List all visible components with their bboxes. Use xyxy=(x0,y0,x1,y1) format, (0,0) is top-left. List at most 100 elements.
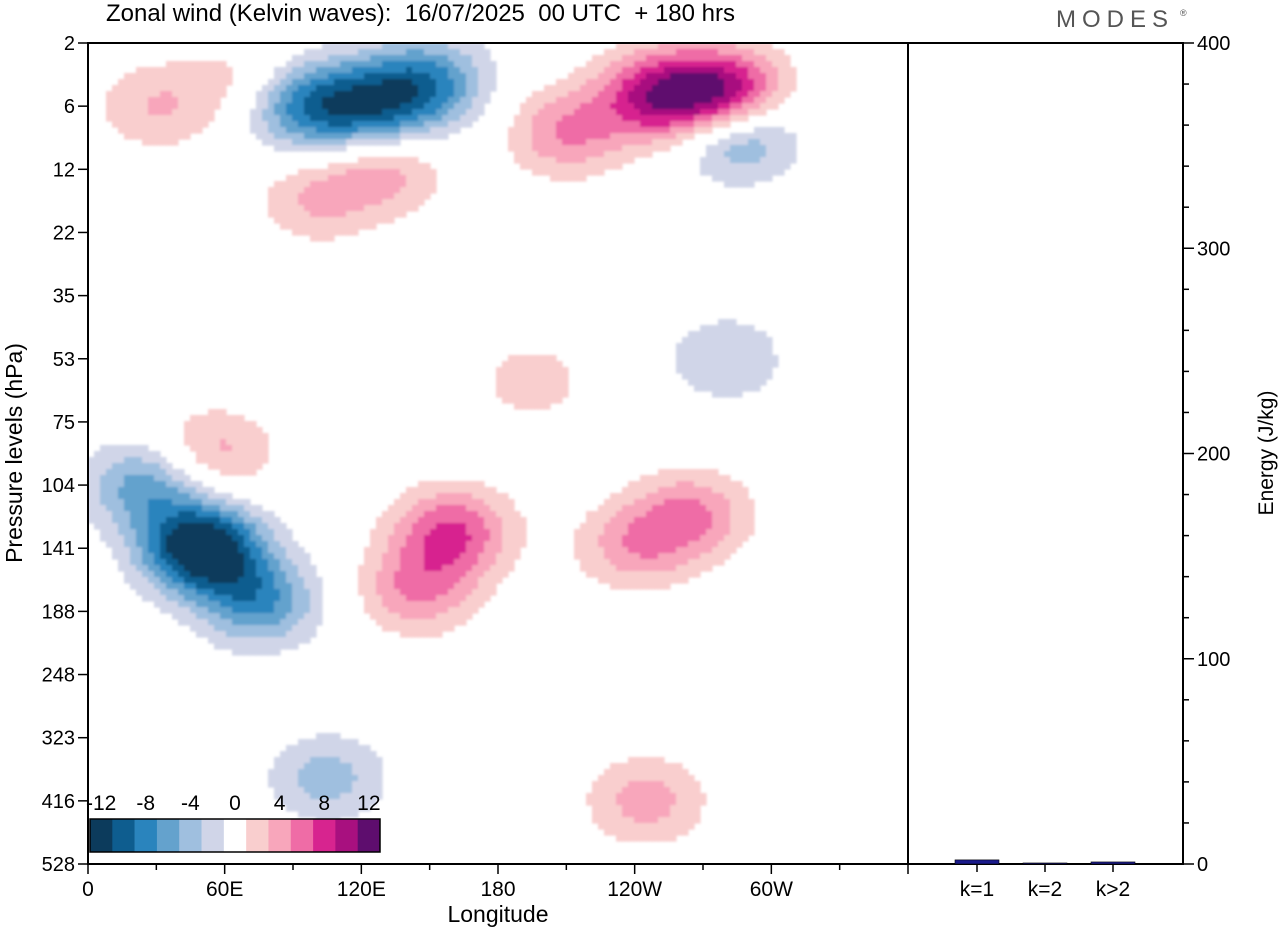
heatmap-cell xyxy=(268,643,275,650)
heatmap-cell xyxy=(178,511,185,518)
heatmap-cell xyxy=(724,331,731,338)
heatmap-cell xyxy=(130,583,137,590)
heatmap-cell xyxy=(112,469,119,476)
heatmap-cell xyxy=(718,55,725,62)
heatmap-cell xyxy=(538,139,545,146)
heatmap-cell xyxy=(268,133,275,140)
heatmap-cell xyxy=(112,121,119,128)
heatmap-cell xyxy=(712,505,719,512)
heatmap-cell xyxy=(286,787,293,794)
heatmap-cell xyxy=(214,73,221,80)
heatmap-cell xyxy=(682,343,689,350)
heatmap-cell xyxy=(250,109,257,116)
heatmap-cell xyxy=(148,541,155,548)
heatmap-cell xyxy=(766,73,773,80)
heatmap-cell xyxy=(466,115,473,122)
heatmap-cell xyxy=(304,607,311,614)
heatmap-cell xyxy=(142,445,149,452)
heatmap-cell xyxy=(280,565,287,572)
heatmap-cell xyxy=(322,145,329,152)
heatmap-cell xyxy=(628,775,635,782)
heatmap-cell xyxy=(136,469,143,476)
heatmap-cell xyxy=(712,529,719,536)
heatmap-cell xyxy=(628,511,635,518)
heatmap-cell xyxy=(658,505,665,512)
heatmap-cell xyxy=(478,541,485,548)
heatmap-cell xyxy=(262,643,269,650)
heatmap-cell xyxy=(412,67,419,74)
heatmap-cell xyxy=(280,133,287,140)
heatmap-cell xyxy=(196,553,203,560)
heatmap-cell xyxy=(244,433,251,440)
heatmap-cell xyxy=(340,199,347,206)
heatmap-cell xyxy=(484,505,491,512)
heatmap-cell xyxy=(292,79,299,86)
heatmap-cell xyxy=(676,799,683,806)
heatmap-cell xyxy=(268,649,275,656)
heatmap-cell xyxy=(394,169,401,176)
heatmap-cell xyxy=(292,805,299,812)
heatmap-cell xyxy=(226,451,233,458)
heatmap-cell xyxy=(772,151,779,158)
heatmap-cell xyxy=(262,601,269,608)
heatmap-cell xyxy=(598,541,605,548)
heatmap-cell xyxy=(346,181,353,188)
heatmap-cell xyxy=(280,139,287,146)
heatmap-cell xyxy=(628,103,635,110)
heatmap-cell xyxy=(280,781,287,788)
heatmap-cell xyxy=(388,199,395,206)
heatmap-cell xyxy=(220,583,227,590)
heatmap-cell xyxy=(652,91,659,98)
heatmap-cell xyxy=(718,349,725,356)
heatmap-cell xyxy=(676,523,683,530)
heatmap-cell xyxy=(418,553,425,560)
heatmap-cell xyxy=(328,73,335,80)
heatmap-cell xyxy=(682,547,689,554)
heatmap-cell xyxy=(418,577,425,584)
heatmap-cell xyxy=(226,607,233,614)
heatmap-cell xyxy=(388,595,395,602)
heatmap-cell xyxy=(160,67,167,74)
heatmap-cell xyxy=(142,559,149,566)
heatmap-cell xyxy=(196,439,203,446)
heatmap-cell xyxy=(208,505,215,512)
heatmap-cell xyxy=(148,115,155,122)
heatmap-cell xyxy=(154,451,161,458)
heatmap-cell xyxy=(358,157,365,164)
heatmap-cell xyxy=(442,547,449,554)
heatmap-cell xyxy=(670,97,677,104)
heatmap-cell xyxy=(778,49,785,56)
heatmap-cell xyxy=(784,139,791,146)
heatmap-cell xyxy=(742,61,749,68)
heatmap-cell xyxy=(106,523,113,530)
heatmap-cell xyxy=(256,619,263,626)
heatmap-cell xyxy=(640,67,647,74)
heatmap-cell xyxy=(634,97,641,104)
heatmap-cell xyxy=(424,163,431,170)
heatmap-cell xyxy=(676,493,683,500)
heatmap-cell xyxy=(706,343,713,350)
heatmap-cell xyxy=(484,61,491,68)
heatmap-cell xyxy=(298,67,305,74)
heatmap-cell xyxy=(304,805,311,812)
heatmap-cell xyxy=(526,355,533,362)
heatmap-cell xyxy=(412,133,419,140)
heatmap-cell xyxy=(640,61,647,68)
heatmap-cell xyxy=(322,811,329,818)
heatmap-cell xyxy=(688,799,695,806)
heatmap-cell xyxy=(292,97,299,104)
heatmap-cell xyxy=(604,529,611,536)
heatmap-cell xyxy=(460,103,467,110)
heatmap-cell xyxy=(736,355,743,362)
heatmap-cell xyxy=(268,517,275,524)
heatmap-cell xyxy=(172,67,179,74)
y-tick-label: 141 xyxy=(42,538,75,560)
heatmap-cell xyxy=(658,535,665,542)
heatmap-cell xyxy=(748,349,755,356)
heatmap-cell xyxy=(646,487,653,494)
heatmap-cell xyxy=(376,589,383,596)
heatmap-cell xyxy=(262,97,269,104)
heatmap-cell xyxy=(760,163,767,170)
heatmap-cell xyxy=(532,403,539,410)
heatmap-cell xyxy=(190,607,197,614)
